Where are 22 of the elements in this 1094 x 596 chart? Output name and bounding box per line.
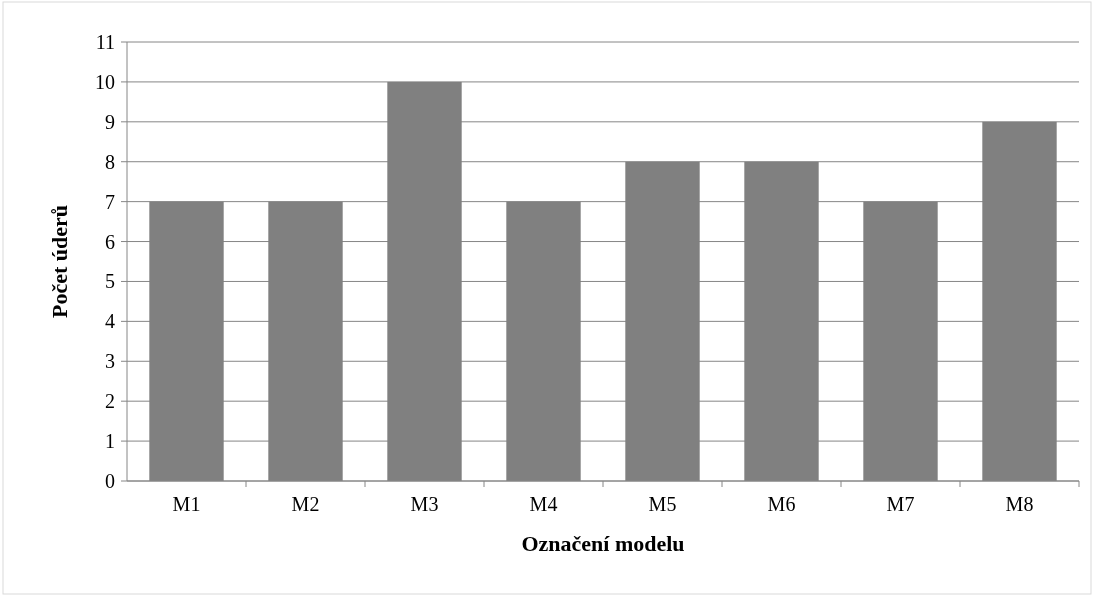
y-tick-label: 7 (105, 190, 115, 213)
x-tick-label: M7 (886, 493, 915, 515)
x-tick-label: M3 (410, 493, 439, 515)
y-tick-label: 6 (105, 230, 115, 253)
y-tick-label: 11 (95, 31, 115, 53)
y-tick-label: 0 (105, 470, 115, 492)
x-tick-label: M1 (172, 493, 201, 515)
y-tick-label: 8 (105, 150, 115, 173)
y-tick-label: 5 (105, 270, 115, 293)
y-tick-label: 4 (105, 310, 115, 333)
x-tick-label: M8 (1005, 493, 1034, 515)
y-tick-label: 3 (105, 350, 115, 373)
x-tick-label: M6 (767, 493, 796, 515)
x-tick-label: M2 (291, 493, 320, 515)
y-tick-label: 1 (105, 430, 115, 453)
x-tick-label: M4 (529, 493, 558, 515)
y-axis-title: Počet úderů (47, 204, 72, 319)
y-tick-label: 9 (105, 110, 115, 133)
y-tick-label: 10 (95, 70, 115, 93)
y-tick-label: 2 (105, 390, 115, 413)
x-tick-label: M5 (648, 493, 677, 515)
x-axis-title: Označení modelu (521, 531, 685, 556)
